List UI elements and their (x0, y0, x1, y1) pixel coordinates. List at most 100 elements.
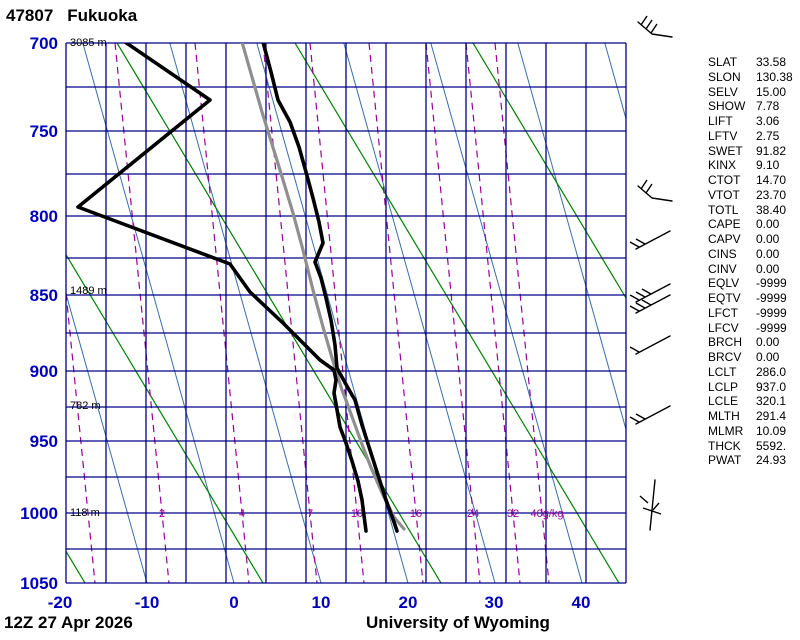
pressure-label: 900 (30, 362, 58, 381)
mixing-ratio-label: 40g/kg (530, 508, 563, 520)
temperature-trace (261, 43, 399, 533)
height-label: 118 m (70, 507, 100, 519)
index-row: SLON 130.38 (708, 70, 793, 85)
index-name: CTOT (708, 173, 741, 187)
index-name: KINX (708, 158, 737, 173)
wind-barbs (629, 15, 673, 531)
index-name: SHOW (708, 99, 746, 114)
index-row: CAPV 0.00 (708, 232, 793, 247)
index-value: 0.00 (756, 217, 780, 232)
index-name: LFTV (708, 128, 738, 143)
index-row: LFTV 2.75 (708, 129, 793, 144)
index-name: CINV (708, 261, 737, 276)
diagonal-reference-lines (66, 43, 626, 583)
index-row: LCLP 937.0 (708, 380, 793, 395)
index-row: SWET 91.82 (708, 144, 793, 159)
height-label: 782 m (70, 400, 101, 412)
temperature-tick-label: 20 (399, 593, 418, 612)
mixing-ratio-label: 32 (507, 508, 519, 520)
index-value: 3.06 (756, 114, 780, 128)
index-name: LCLP (708, 379, 739, 394)
index-value: 38.40 (756, 202, 787, 217)
temperature-tick-label: -10 (135, 593, 160, 612)
index-row: BRCV 0.00 (708, 350, 793, 365)
index-value: -9999 (756, 291, 787, 305)
index-value: 286.0 (756, 364, 787, 379)
index-value: 5592. (756, 438, 787, 453)
index-value: 33.58 (756, 55, 787, 69)
index-name: BRCH (708, 335, 743, 350)
index-row: LIFT 3.06 (708, 114, 793, 129)
temp-axis-labels: -20 -10 0 10 20 30 40 (48, 593, 591, 612)
index-value: 0.00 (756, 335, 780, 350)
pressure-label: 1000 (20, 504, 58, 523)
index-name: CINS (708, 246, 737, 261)
parcel-trace (240, 43, 406, 531)
index-value: 320.1 (756, 394, 787, 409)
index-row: LFCV -9999 (708, 321, 793, 336)
index-name: SWET (708, 143, 743, 158)
index-value: 130.38 (756, 69, 793, 84)
pressure-label: 750 (30, 122, 58, 141)
index-name: SELV (708, 84, 738, 99)
wind-barb (629, 283, 671, 303)
index-row: KINX 9.10 (708, 158, 793, 173)
index-row: THCK 5592. (708, 439, 793, 454)
mixing-ratio-label: 4 (239, 508, 245, 520)
pressure-label: 950 (30, 432, 58, 451)
index-name: LCLE (708, 394, 739, 409)
index-name: PWAT (708, 453, 742, 468)
index-name: EQTV (708, 291, 741, 305)
index-value: 23.70 (756, 187, 787, 202)
pressure-label: 850 (30, 286, 58, 305)
mixing-ratio-label: 7 (307, 508, 313, 520)
temperature-tick-label: 30 (485, 593, 504, 612)
index-row: TOTL 38.40 (708, 203, 793, 218)
index-name: BRCV (708, 350, 742, 364)
index-row: VTOT 23.70 (708, 188, 793, 203)
adiabat-lines (66, 43, 626, 583)
index-row: CINS 0.00 (708, 247, 793, 262)
mixing-ratio-label: 2 (159, 508, 165, 520)
index-row: CTOT 14.70 (708, 173, 793, 188)
mixing-ratio-lines (66, 43, 550, 583)
index-row: CINV 0.00 (708, 262, 793, 277)
pressure-temperature-grid (65, 42, 627, 584)
isotherm-lines (66, 43, 626, 583)
index-row: SLAT 33.58 (708, 55, 793, 70)
index-value: 0.00 (756, 261, 780, 276)
temperature-tick-label: 40 (572, 593, 591, 612)
index-value: 937.0 (756, 379, 787, 394)
temperature-tick-label: 0 (229, 593, 238, 612)
footer-timestamp: 12Z 27 Apr 2026 (4, 613, 133, 632)
index-row: SELV 15.00 (708, 85, 793, 100)
index-name: LFCT (708, 305, 738, 320)
index-value: 0.00 (756, 350, 780, 364)
index-value: 0.00 (756, 246, 780, 261)
index-row: MLTH 291.4 (708, 409, 793, 424)
index-row: CAPE 0.00 (708, 217, 793, 232)
index-row: EQTV -9999 (708, 291, 793, 306)
mixing-ratio-label: 16 (410, 508, 422, 520)
index-name: TOTL (708, 202, 739, 217)
index-name: LIFT (708, 114, 733, 128)
station-id: 47807 (6, 6, 54, 25)
wind-barb (629, 230, 671, 250)
index-row: PWAT 24.93 (708, 453, 793, 468)
index-value: -9999 (756, 305, 787, 320)
index-row: LCLE 320.1 (708, 394, 793, 409)
footer-source: University of Wyoming (366, 613, 550, 632)
index-value: -9999 (756, 320, 787, 335)
index-row: LFCT -9999 (708, 306, 793, 321)
mixing-ratio-label: 10 (351, 508, 363, 520)
index-value: 7.78 (756, 99, 780, 114)
dewpoint-trace (76, 43, 368, 533)
index-value: 10.09 (756, 423, 787, 438)
index-value: 15.00 (756, 84, 787, 99)
index-name: MLMR (708, 423, 744, 438)
temperature-tick-label: -20 (48, 593, 73, 612)
temperature-tick-label: 10 (312, 593, 331, 612)
index-value: 24.93 (756, 453, 787, 468)
wind-barb (639, 479, 662, 531)
index-name: LCLT (708, 364, 737, 379)
